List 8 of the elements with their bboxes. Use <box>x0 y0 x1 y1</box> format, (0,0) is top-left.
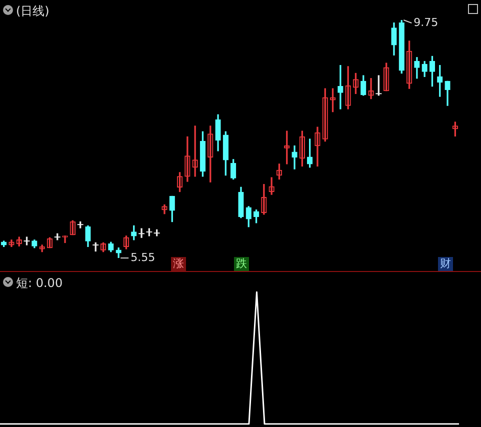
annotation: 财 <box>438 257 453 271</box>
candlestick <box>138 228 146 238</box>
annotation: 5.55 <box>130 250 156 264</box>
annotation: 9.75 <box>414 16 438 29</box>
chart-title: 短: 0.00 <box>16 275 63 292</box>
annotation: 跌 <box>234 257 249 271</box>
annotation: 涨 <box>171 257 186 271</box>
chart-title: (日线) <box>16 3 50 20</box>
